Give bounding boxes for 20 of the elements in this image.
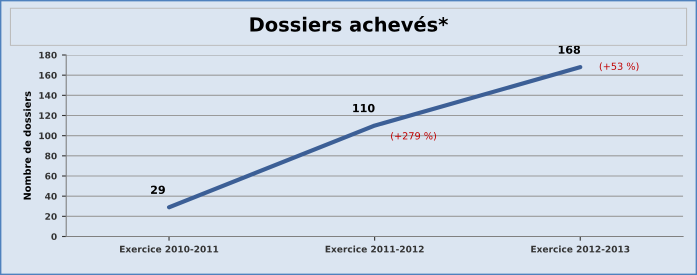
y-tick-label: 80 <box>45 152 57 160</box>
y-tick-label: 0 <box>51 233 57 240</box>
y-tick-label: 100 <box>39 132 57 140</box>
y-tick-label: 20 <box>45 213 57 220</box>
y-tick-label: 120 <box>39 112 57 120</box>
y-axis-title: Nombre de dossiers <box>23 92 31 200</box>
x-tick-label: Exercice 2010-2011 <box>120 246 218 253</box>
annotation: (+53 %) <box>600 62 639 72</box>
y-tick-label: 140 <box>39 92 57 99</box>
y-tick-label: 60 <box>45 172 57 180</box>
annotation: (+279 %) <box>391 132 436 141</box>
data-label: 110 <box>353 104 375 112</box>
y-tick-label: 160 <box>39 72 57 79</box>
chart-title: Dossiers achevés* <box>250 16 448 32</box>
data-label: 168 <box>558 45 580 54</box>
x-tick-label: Exercice 2012-2013 <box>531 246 630 253</box>
x-tick-label: Exercice 2011-2012 <box>326 246 424 253</box>
data-label: 29 <box>151 186 165 194</box>
y-tick-label: 40 <box>45 192 57 200</box>
y-tick-label: 180 <box>39 52 57 59</box>
